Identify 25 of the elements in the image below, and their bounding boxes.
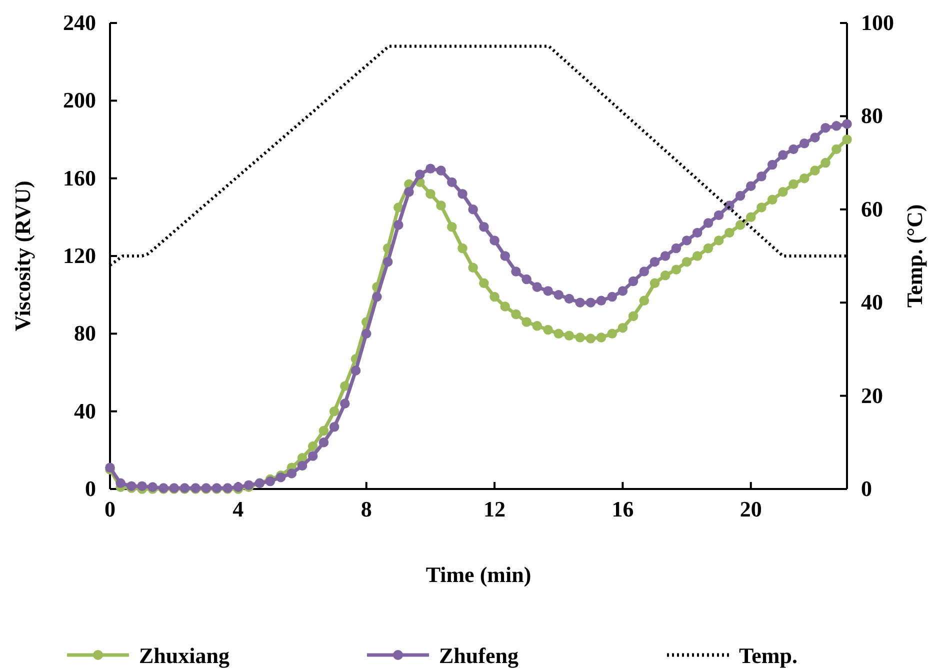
y2-tick-label: 40 <box>861 290 883 315</box>
y-tick-label: 120 <box>63 243 96 268</box>
y-tick-label: 80 <box>74 320 96 346</box>
y-axis-title: Viscosity (RVU) <box>10 180 35 332</box>
y-tick-label: 40 <box>74 398 96 424</box>
x-tick-label: 16 <box>612 496 634 522</box>
y-tick-label: 200 <box>63 88 96 113</box>
y2-tick-label: 0 <box>861 476 872 502</box>
legend-label: Temp. <box>739 643 798 668</box>
x-tick-label: 8 <box>360 496 372 522</box>
x-axis-title: Time (min) <box>426 562 532 587</box>
y2-axis-title: Temp. (°C) <box>902 204 927 308</box>
y2-tick-label: 100 <box>861 10 894 36</box>
x-tick-label: 12 <box>484 496 506 522</box>
y-tick-label: 0 <box>85 476 96 502</box>
y2-tick-label: 20 <box>861 382 883 408</box>
y2-tick-label: 60 <box>861 196 883 222</box>
legend-label: Zhuxiang <box>139 643 230 668</box>
y-tick-label: 160 <box>63 165 96 190</box>
y-tick-label: 240 <box>63 10 96 36</box>
x-tick-label: 20 <box>740 496 762 522</box>
x-tick-label: 4 <box>232 496 244 522</box>
x-tick-label: 0 <box>104 496 116 522</box>
y2-tick-label: 80 <box>861 103 883 128</box>
legend-label: Zhufeng <box>439 643 518 668</box>
